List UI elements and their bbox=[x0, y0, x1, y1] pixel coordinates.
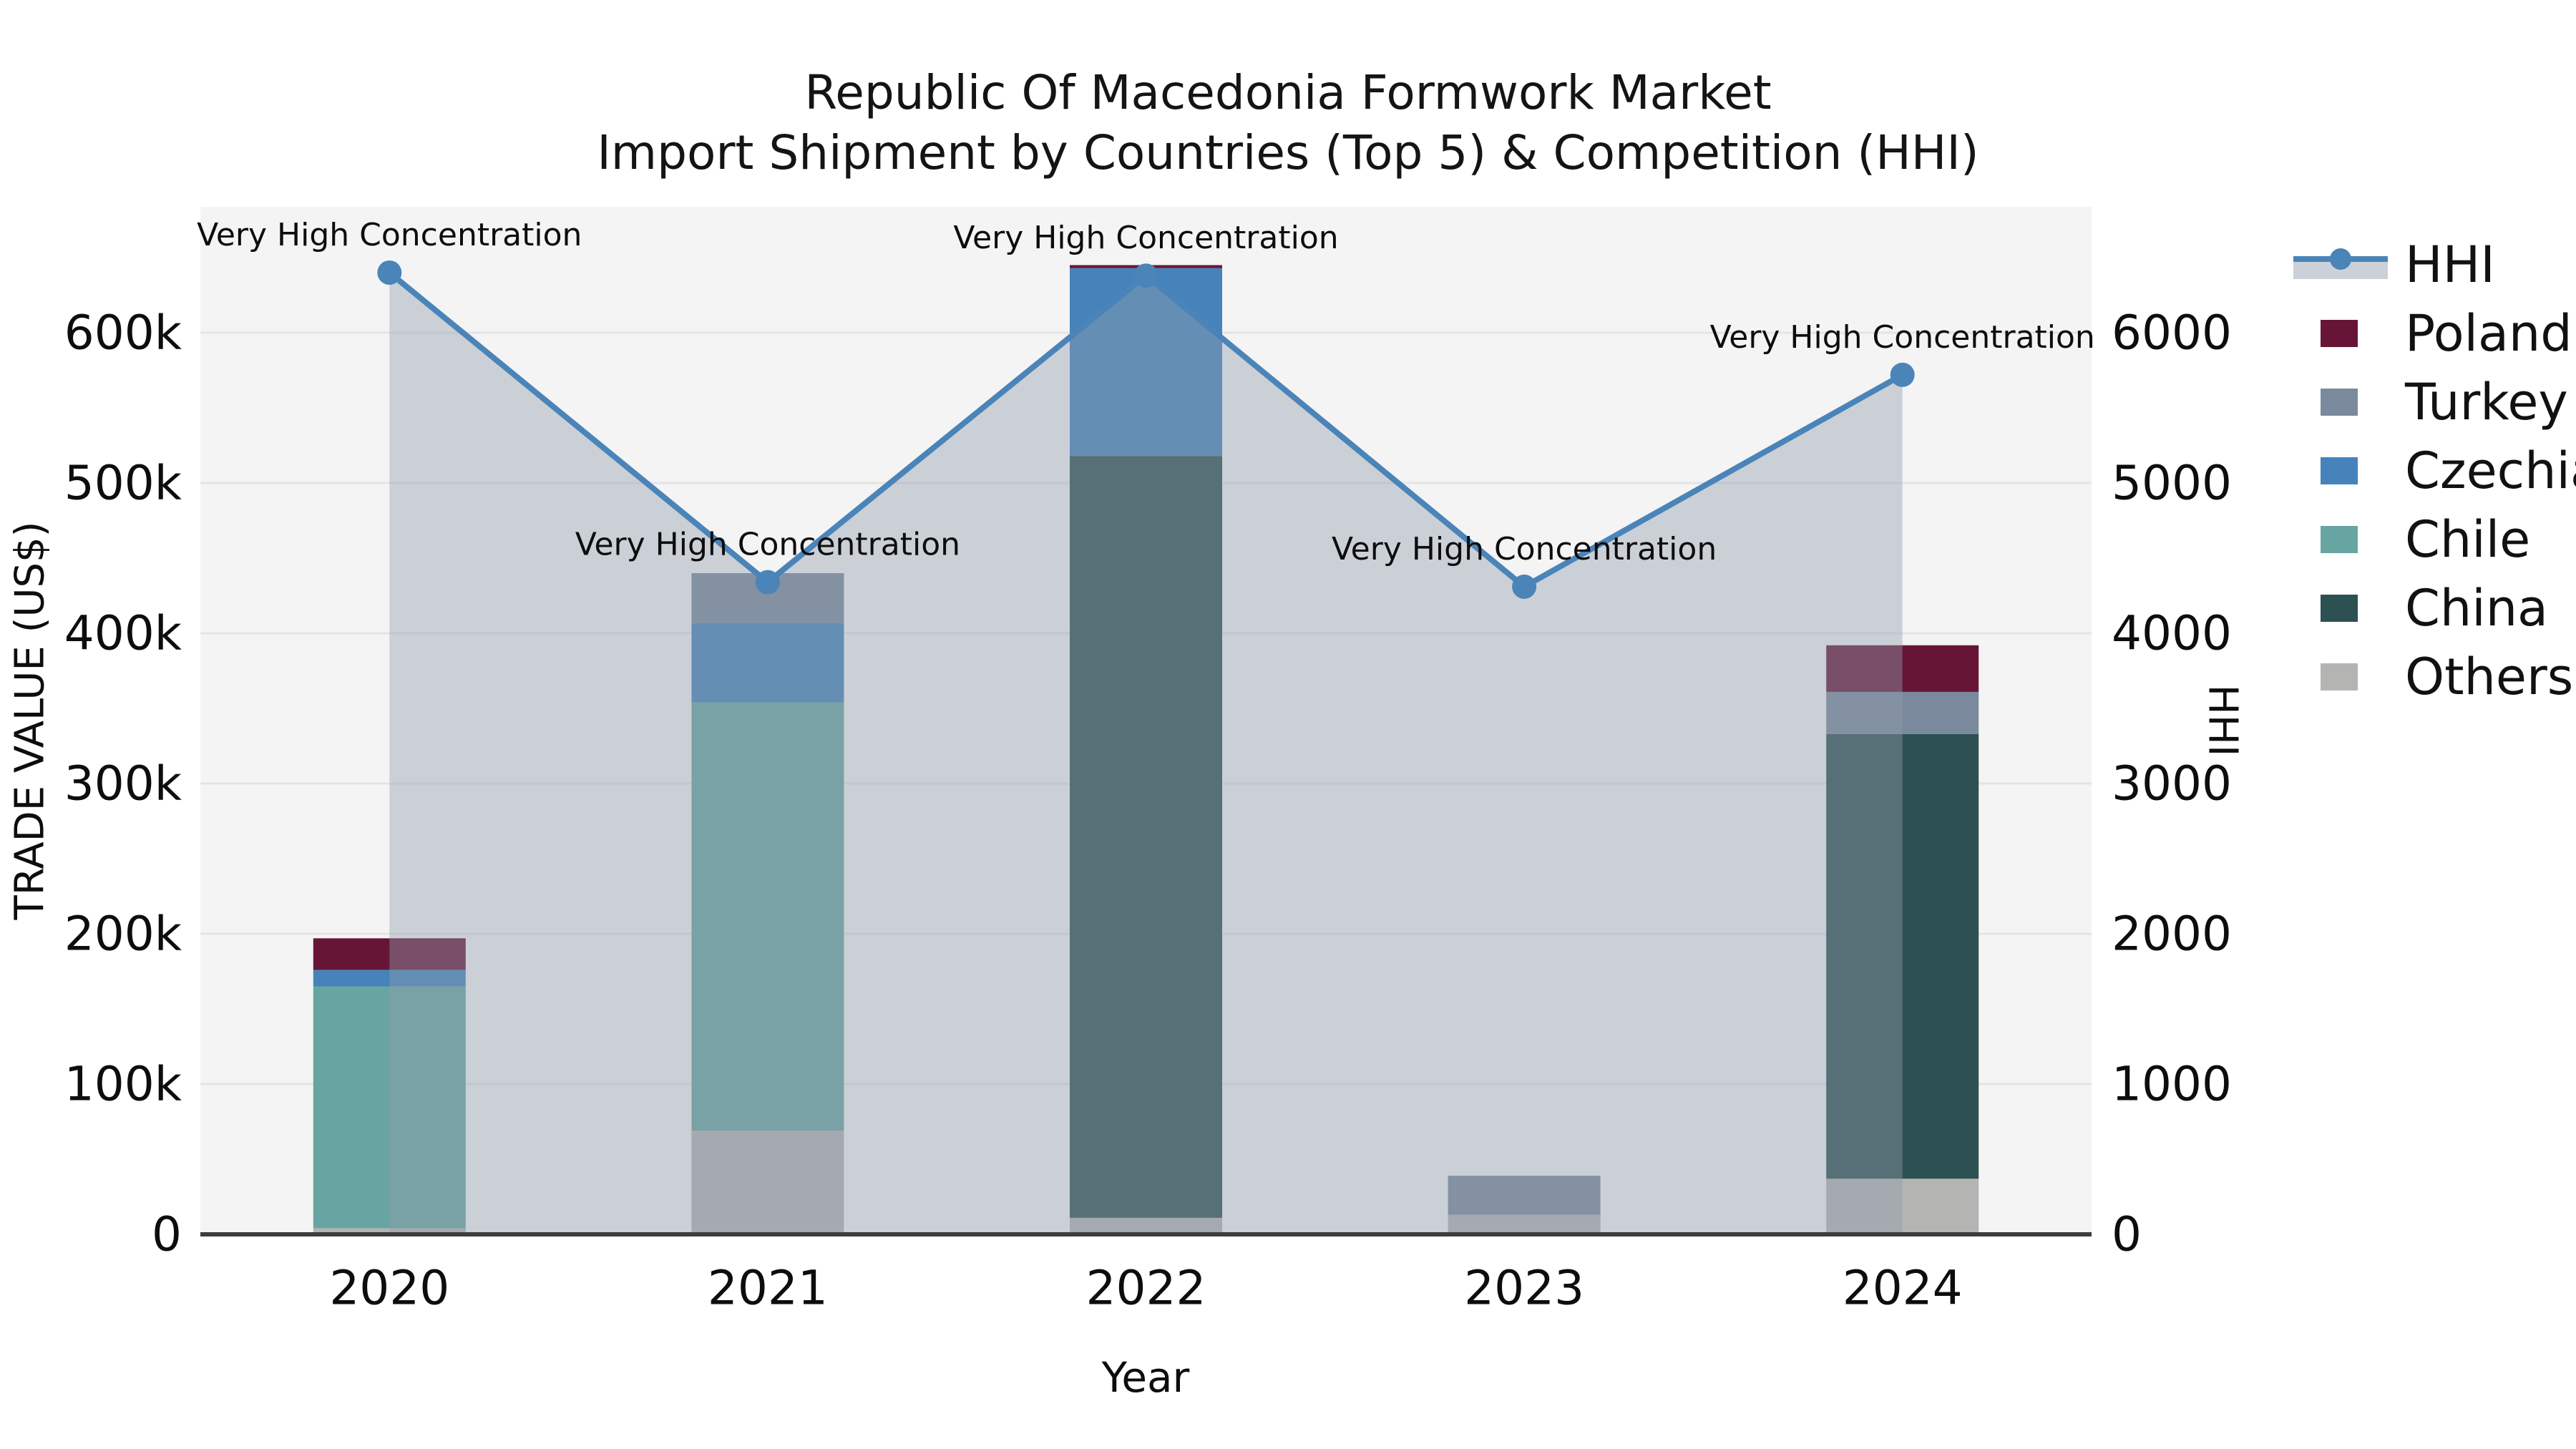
annotation-2021: Very High Concentration bbox=[575, 527, 960, 563]
x-tick-label-2024: 2024 bbox=[1843, 1261, 1963, 1316]
y-left-tick-400k: 400k bbox=[64, 606, 182, 661]
legend-label: China bbox=[2405, 579, 2548, 638]
legend-label: Poland bbox=[2405, 304, 2572, 363]
y-axis-label-left: TRADE VALUE (US$) bbox=[6, 521, 54, 920]
color-swatch-icon bbox=[2321, 663, 2358, 691]
y-left-tick-100k: 100k bbox=[64, 1057, 182, 1112]
bar-segment-china-2024 bbox=[1826, 733, 1979, 1179]
bar-segment-czechia-2022 bbox=[1070, 268, 1222, 457]
legend-item-hhi: HHI bbox=[2293, 230, 2576, 299]
hhi-marker-2023 bbox=[1512, 574, 1537, 599]
y-left-tick-200k: 200k bbox=[64, 907, 182, 962]
annotation-2022: Very High Concentration bbox=[953, 220, 1338, 256]
hhi-marker-2024 bbox=[1890, 362, 1915, 387]
y-left-tick-0: 0 bbox=[152, 1207, 182, 1262]
bar-segment-chile-2021 bbox=[691, 702, 844, 1131]
y-right-tick-5000: 5000 bbox=[2112, 456, 2232, 511]
chart-title: Republic Of Macedonia Formwork Market Im… bbox=[0, 63, 2576, 183]
bar-segment-czechia-2021 bbox=[691, 623, 844, 703]
x-tick-label-2023: 2023 bbox=[1464, 1261, 1584, 1316]
color-swatch-icon bbox=[2321, 457, 2358, 484]
x-tick-label-2020: 2020 bbox=[329, 1261, 449, 1316]
x-axis-label: Year bbox=[1101, 1353, 1190, 1402]
bar-segment-others-2022 bbox=[1070, 1217, 1222, 1234]
x-tick-label-2022: 2022 bbox=[1086, 1261, 1206, 1316]
legend-swatch-chile bbox=[2293, 526, 2394, 553]
y-axis-label-right: HHI bbox=[2199, 684, 2246, 757]
hhi-marker-2020 bbox=[377, 260, 402, 285]
y-left-tick-500k: 500k bbox=[64, 456, 182, 511]
legend-item-poland: Poland bbox=[2293, 299, 2576, 368]
x-axis-line bbox=[200, 1232, 2092, 1236]
chart-title-line2: Import Shipment by Countries (Top 5) & C… bbox=[597, 125, 1979, 180]
legend-swatch-poland bbox=[2293, 320, 2394, 347]
legend-swatch-turkey bbox=[2293, 389, 2394, 416]
legend-swatch-china bbox=[2293, 595, 2394, 622]
bar-segment-others-2024 bbox=[1826, 1179, 1979, 1234]
bar-segment-others-2020 bbox=[313, 1228, 466, 1234]
color-swatch-icon bbox=[2321, 389, 2358, 416]
color-swatch-icon bbox=[2321, 320, 2358, 347]
y-right-tick-4000: 4000 bbox=[2112, 606, 2232, 661]
y-right-tick-6000: 6000 bbox=[2112, 306, 2232, 361]
legend-swatch-czechia bbox=[2293, 457, 2394, 484]
annotation-2020: Very High Concentration bbox=[197, 217, 582, 253]
legend-label: Chile bbox=[2405, 510, 2531, 569]
bar-segment-chile-2020 bbox=[313, 986, 466, 1229]
hhi-line-sample-icon bbox=[2293, 243, 2394, 286]
bar-segment-poland-2024 bbox=[1826, 645, 1979, 692]
bar-segment-china-2022 bbox=[1070, 456, 1222, 1218]
legend-item-chile: Chile bbox=[2293, 505, 2576, 574]
color-swatch-icon bbox=[2321, 595, 2358, 622]
y-right-tick-0: 0 bbox=[2112, 1207, 2142, 1262]
legend-label: Turkey bbox=[2405, 373, 2568, 431]
legend-label: Others bbox=[2405, 648, 2574, 706]
y-right-tick-2000: 2000 bbox=[2112, 907, 2232, 962]
y-right-tick-1000: 1000 bbox=[2112, 1057, 2232, 1112]
hhi-area bbox=[389, 273, 1903, 1234]
bar-segment-turkey-2024 bbox=[1826, 691, 1979, 734]
hhi-legend-glyph bbox=[2293, 248, 2388, 279]
legend-swatch-others bbox=[2293, 663, 2394, 691]
y-left-tick-300k: 300k bbox=[64, 756, 182, 811]
legend-item-turkey: Turkey bbox=[2293, 368, 2576, 436]
color-swatch-icon bbox=[2321, 526, 2358, 553]
chart-title-line1: Republic Of Macedonia Formwork Market bbox=[804, 65, 1772, 120]
y-left-tick-600k: 600k bbox=[64, 306, 182, 361]
legend-label: HHI bbox=[2405, 235, 2495, 294]
bar-segment-turkey-2023 bbox=[1448, 1176, 1601, 1215]
bar-segment-poland-2020 bbox=[313, 938, 466, 970]
legend-label: Czechia bbox=[2405, 441, 2576, 500]
legend: HHI Poland Turkey Czechia Chile China Others bbox=[2293, 230, 2576, 711]
legend-item-others: Others bbox=[2293, 643, 2576, 711]
x-tick-label-2021: 2021 bbox=[708, 1261, 828, 1316]
bar-segment-others-2023 bbox=[1448, 1214, 1601, 1234]
annotation-2023: Very High Concentration bbox=[1332, 531, 1717, 567]
annotation-2024: Very High Concentration bbox=[1710, 319, 2095, 356]
hhi-marker-2021 bbox=[755, 570, 780, 595]
hhi-marker-2022 bbox=[1133, 263, 1158, 288]
legend-item-china: China bbox=[2293, 574, 2576, 643]
bar-segment-czechia-2020 bbox=[313, 970, 466, 987]
bar-segment-others-2021 bbox=[691, 1131, 844, 1234]
y-right-tick-3000: 3000 bbox=[2112, 756, 2232, 811]
legend-item-czechia: Czechia bbox=[2293, 436, 2576, 505]
